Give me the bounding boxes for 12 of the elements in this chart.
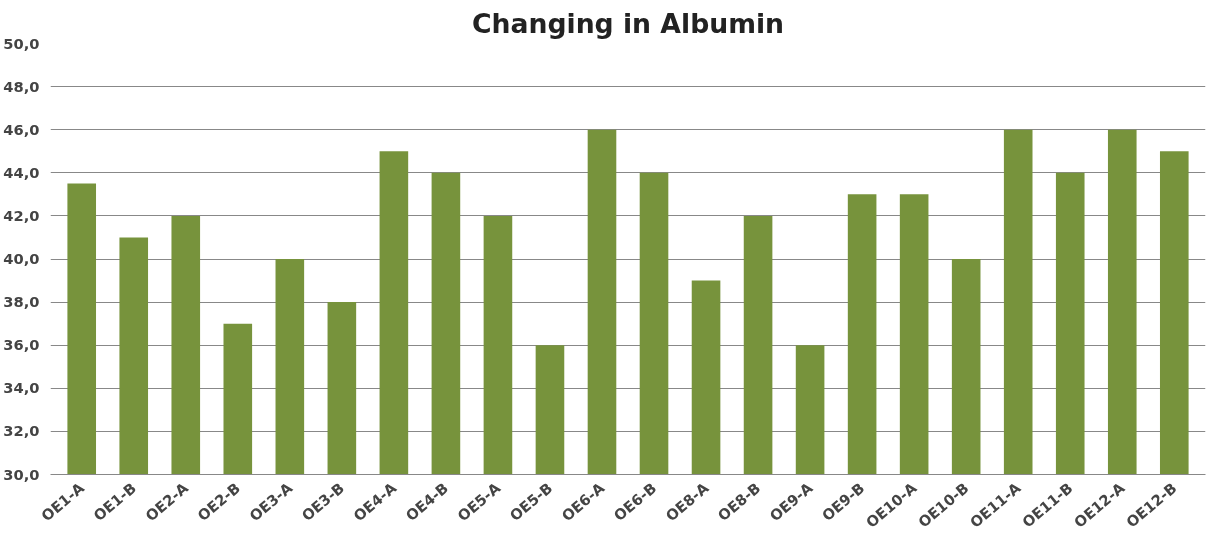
y-tick-label: 42,0	[3, 206, 40, 224]
y-tick-label: 50,0	[3, 34, 40, 52]
y-tick-label: 32,0	[3, 422, 40, 440]
y-tick-label: 46,0	[3, 120, 40, 138]
y-tick-label: 48,0	[3, 77, 40, 95]
y-tick-label: 36,0	[3, 336, 40, 354]
y-tick-label: 44,0	[3, 163, 40, 181]
y-tick-label: 38,0	[3, 293, 40, 311]
chart-title: Changing in Albumin	[471, 7, 785, 39]
y-tick-label: 30,0	[3, 465, 40, 483]
y-tick-label: 40,0	[3, 250, 40, 267]
y-tick-label: 34,0	[3, 379, 40, 397]
